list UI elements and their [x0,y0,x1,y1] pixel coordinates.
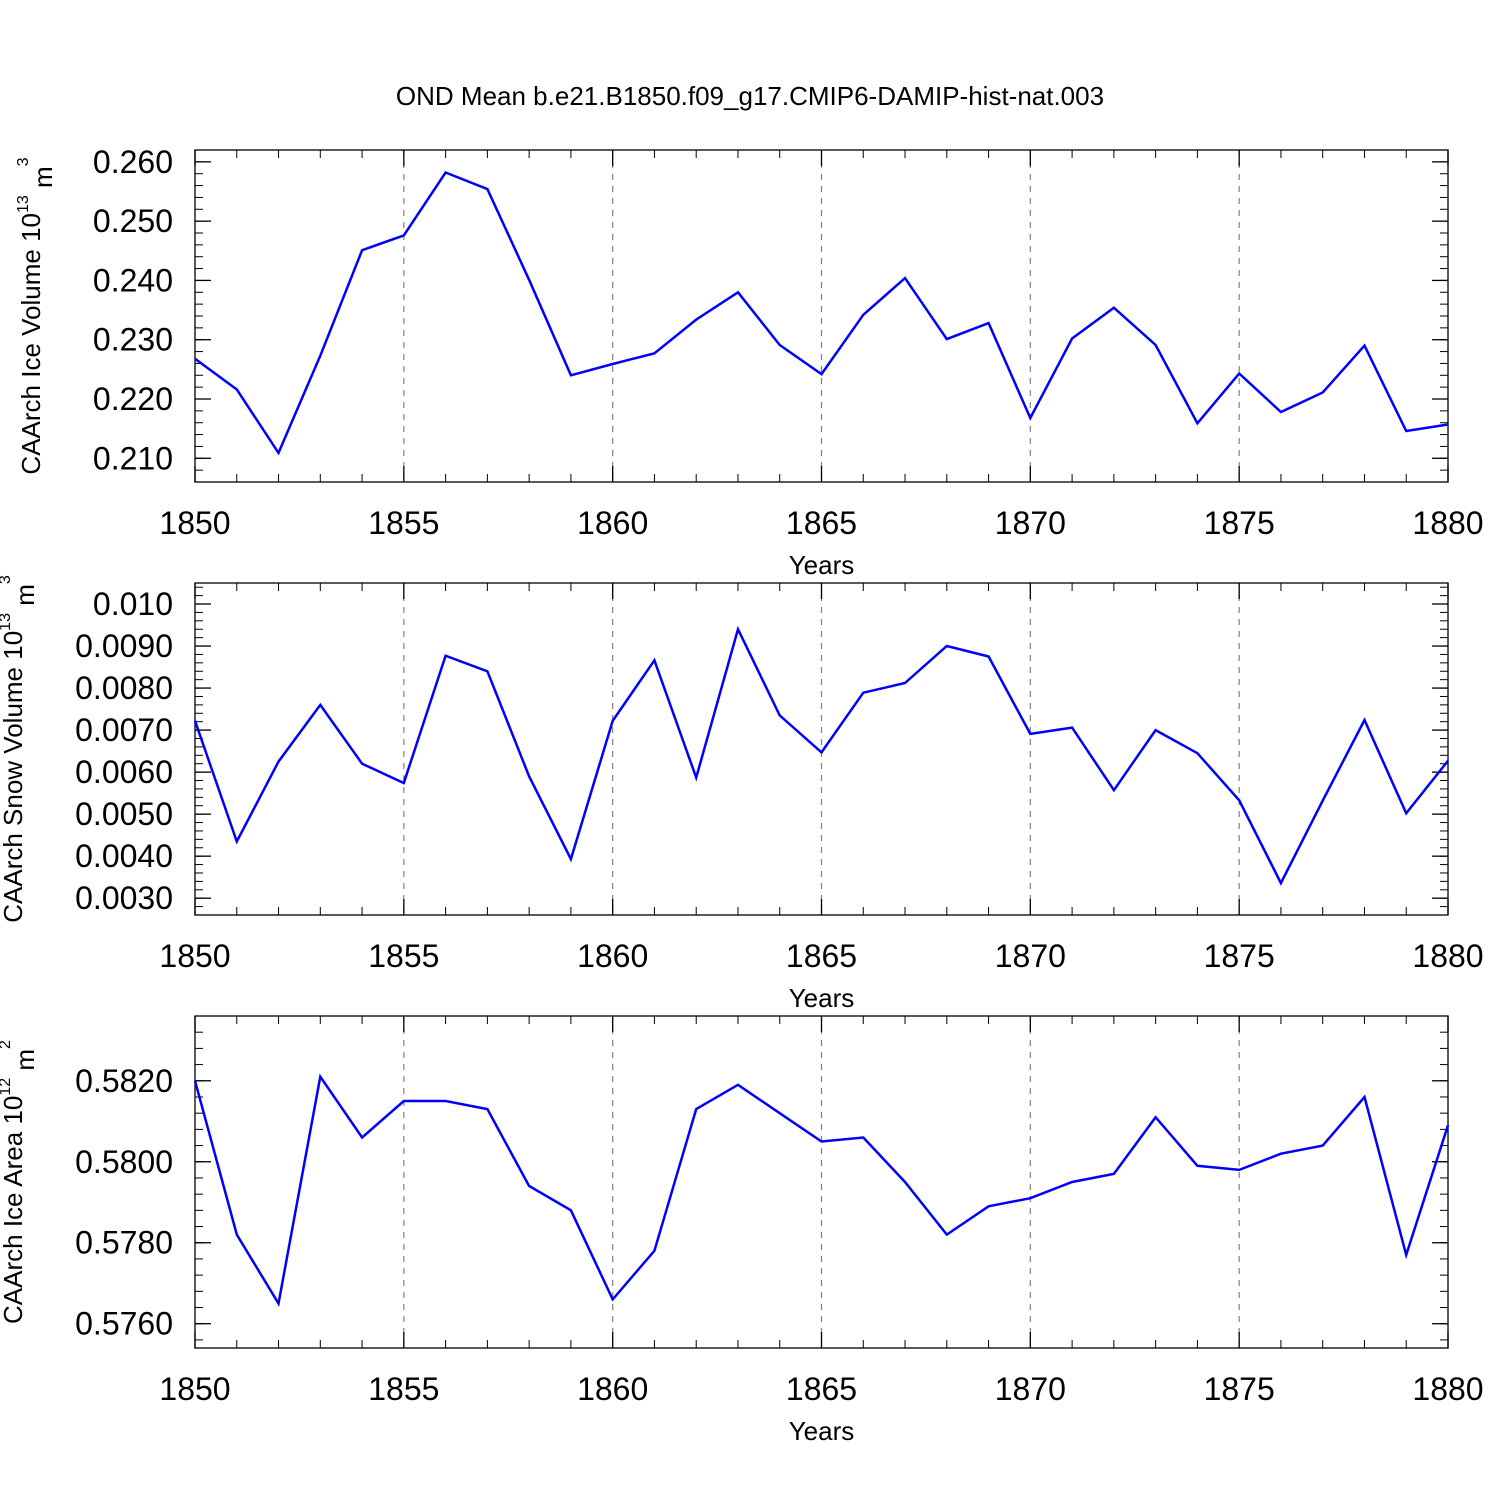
y-axis-label: CAArch Snow Volume 1013 m3 [0,575,40,923]
y-axis-label: CAArch Ice Volume 1013 m3 [15,157,58,474]
x-minor-ticks [236,150,1407,482]
y-tick-label: 0.5760 [75,1306,173,1342]
y-axis-label-sup1: 12 [0,1078,14,1096]
y-axis-label-sup1: 13 [0,613,14,631]
x-tick-label: 1850 [159,938,230,974]
series-line [193,1073,1450,1307]
y-axis-label-sup2: 2 [0,1040,14,1049]
x-tick-label: 1860 [577,1371,648,1407]
y-tick-label: 0.0090 [75,628,173,664]
x-tick-label: 1880 [1412,505,1483,541]
y-tick-label: 0.0080 [75,670,173,706]
x-minor-ticks [236,583,1407,915]
x-tick-label: 1860 [577,505,648,541]
y-tick-label: 0.5800 [75,1144,173,1180]
plot-frame [194,582,1449,916]
plot-panel-2: 0.0030 0.0040 0.0050 0.0060 0.0070 0.0080 0.00… [0,575,1484,1013]
x-minor-ticks [236,1016,1407,1348]
plot-frame [194,149,1449,483]
x-axis-label: Years [789,550,855,580]
x-axis-label: Years [789,1416,855,1446]
chart-title: OND Mean b.e21.B1850.f09_g17.CMIP6-DAMIP… [396,81,1104,111]
x-tick-label: 1870 [995,505,1066,541]
x-tick-label: 1875 [1204,938,1275,974]
y-axis-label-unit: m [10,1049,40,1078]
y-tick-label: 0.210 [93,440,173,476]
series-line [194,170,1449,456]
y-tick-label: 0.240 [93,262,173,298]
y-axis-label-main: CAArch Ice Volume 10 [16,213,46,475]
series-line [193,625,1449,886]
y-axis-label-main: CAArch Snow Volume 10 [0,631,28,923]
x-tick-label: 1870 [995,1371,1066,1407]
y-tick-label: 0.220 [93,381,173,417]
y-tick-label: 0.0030 [75,880,173,916]
y-axis-label-sup2: 3 [0,575,14,584]
x-tick-label: 1850 [159,1371,230,1407]
plot-panel-1: 0.210 0.220 0.230 0.240 0.250 0.260 1850 1855 18… [15,144,1484,580]
x-tick-label: 1880 [1412,938,1483,974]
panels: 0.210 0.220 0.230 0.240 0.250 0.260 1850 1855 18… [0,144,1484,1446]
x-tick-label: 1880 [1412,1371,1483,1407]
x-tick-label: 1850 [159,505,230,541]
y-axis-label-unit: m [28,166,58,195]
y-axis-label-unit: m [10,584,40,613]
y-tick-label: 0.0040 [75,838,173,874]
x-tick-label: 1875 [1204,505,1275,541]
x-tick-label: 1865 [786,505,857,541]
x-tick-label: 1865 [786,1371,857,1407]
x-tick-label: 1855 [368,505,439,541]
x-axis-label: Years [789,983,855,1013]
x-tick-label: 1870 [995,938,1066,974]
y-tick-label: 0.010 [93,586,173,622]
x-tick-label: 1860 [577,938,648,974]
y-tick-label: 0.0070 [75,712,173,748]
y-tick-label: 0.5820 [75,1063,173,1099]
y-axis-label-main: CAArch Ice Area 10 [0,1096,28,1324]
y-tick-label: 0.0050 [75,796,173,832]
y-tick-label: 0.5780 [75,1225,173,1261]
y-axis-label: CAArch Ice Area 1012 m2 [0,1040,40,1324]
y-tick-label: 0.250 [93,203,173,239]
y-tick-label: 0.0060 [75,754,173,790]
x-tick-label: 1865 [786,938,857,974]
x-tick-label: 1855 [368,1371,439,1407]
y-tick-label: 0.260 [93,144,173,180]
y-tick-label: 0.230 [93,322,173,358]
y-axis-label-sup2: 3 [15,157,32,166]
x-tick-label: 1875 [1204,1371,1275,1407]
plot-frame [194,1015,1449,1349]
plot-panel-3: 0.5760 0.5780 0.5800 0.5820 1850 1855 1860 1865… [0,1015,1484,1446]
x-tick-label: 1855 [368,938,439,974]
y-axis-label-sup1: 13 [15,195,32,213]
